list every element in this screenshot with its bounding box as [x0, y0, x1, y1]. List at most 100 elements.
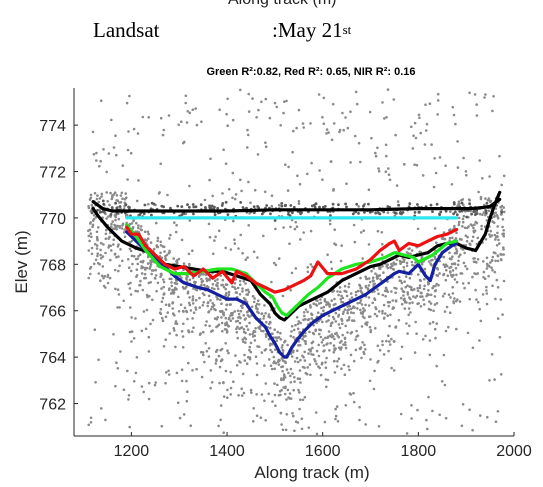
photon-point — [421, 174, 425, 177]
photon-point — [433, 255, 437, 259]
photon-point — [156, 281, 160, 285]
photon-point — [165, 371, 168, 374]
photon-point — [419, 131, 423, 135]
photon-point — [264, 348, 268, 351]
photon-point — [115, 194, 119, 197]
photon-point — [144, 266, 147, 270]
photon-point — [214, 235, 217, 239]
photon-point — [139, 279, 142, 283]
photon-point — [435, 241, 438, 244]
photon-point — [385, 154, 388, 158]
photon-point — [295, 356, 299, 360]
photon-point — [385, 289, 389, 292]
photon-point — [419, 291, 423, 295]
photon-point — [96, 254, 99, 258]
photon-point — [494, 420, 498, 424]
photon-point — [317, 354, 321, 358]
photon-point — [128, 330, 132, 334]
photon-point — [349, 110, 352, 113]
photon-point — [245, 324, 248, 328]
photon-point — [192, 311, 196, 315]
photon-point — [277, 394, 281, 397]
photon-point — [408, 301, 412, 305]
photon-point — [149, 265, 152, 268]
photon-point — [494, 297, 497, 301]
photon-point — [344, 404, 348, 407]
photon-point — [241, 372, 245, 376]
photon-point — [456, 140, 459, 143]
photon-point — [274, 348, 277, 352]
photon-point — [231, 313, 234, 317]
photon-point — [340, 367, 343, 371]
photon-point — [337, 323, 341, 326]
photon-point — [200, 280, 204, 284]
photon-point — [490, 258, 494, 262]
photon-point — [464, 264, 467, 268]
photon-point — [471, 428, 474, 432]
photon-point — [147, 232, 150, 236]
photon-point — [474, 260, 478, 264]
photon-point — [247, 92, 250, 96]
photon-point — [318, 332, 321, 336]
photon-point — [496, 235, 499, 238]
photon-point — [277, 363, 281, 366]
photon-point — [98, 197, 102, 200]
photon-point — [109, 244, 112, 248]
photon-point — [387, 349, 390, 353]
photon-point — [349, 161, 352, 164]
photon-point — [247, 110, 251, 113]
photon-point — [226, 213, 230, 217]
photon-point — [346, 319, 349, 322]
photon-point — [339, 259, 343, 263]
photon-point — [406, 284, 409, 288]
photon-point — [263, 399, 266, 403]
photon-point — [226, 330, 229, 333]
photon-point — [468, 408, 471, 412]
photon-point — [191, 330, 194, 334]
photon-point — [277, 203, 281, 207]
photon-point — [406, 293, 410, 296]
photon-point — [347, 285, 351, 289]
photon-point — [297, 344, 300, 347]
photon-point — [298, 391, 301, 394]
photon-point — [371, 276, 375, 280]
photon-point — [278, 389, 282, 393]
photon-point — [151, 298, 154, 302]
photon-point — [164, 254, 167, 258]
photon-point — [130, 340, 133, 343]
photon-point — [411, 147, 415, 150]
photon-point — [273, 367, 277, 371]
photon-point — [283, 204, 287, 208]
photon-point — [402, 298, 406, 302]
photon-point — [95, 247, 99, 250]
photon-point — [192, 287, 195, 290]
photon-point — [187, 252, 191, 256]
photon-point — [234, 193, 238, 196]
photon-point — [476, 236, 480, 240]
photon-point — [427, 395, 430, 399]
photon-point — [259, 416, 263, 420]
photon-point — [157, 192, 161, 195]
photon-point — [306, 310, 309, 314]
photon-point — [393, 211, 397, 215]
photon-point — [368, 210, 372, 214]
photon-point — [487, 209, 491, 213]
photon-point — [485, 289, 488, 292]
photon-point — [131, 225, 135, 229]
photon-point — [380, 231, 384, 234]
photon-point — [248, 321, 251, 325]
photon-point — [200, 283, 203, 287]
photon-point — [113, 268, 117, 272]
photon-point — [298, 369, 302, 372]
photon-point — [381, 293, 385, 297]
photon-point — [443, 292, 446, 296]
photon-point — [285, 398, 288, 401]
photon-point — [361, 341, 364, 344]
photon-point — [229, 248, 233, 251]
photon-point — [333, 347, 336, 350]
photon-point — [302, 231, 306, 234]
photon-point — [200, 120, 203, 123]
photon-point — [455, 299, 458, 303]
photon-point — [94, 381, 97, 384]
photon-point — [400, 260, 404, 264]
